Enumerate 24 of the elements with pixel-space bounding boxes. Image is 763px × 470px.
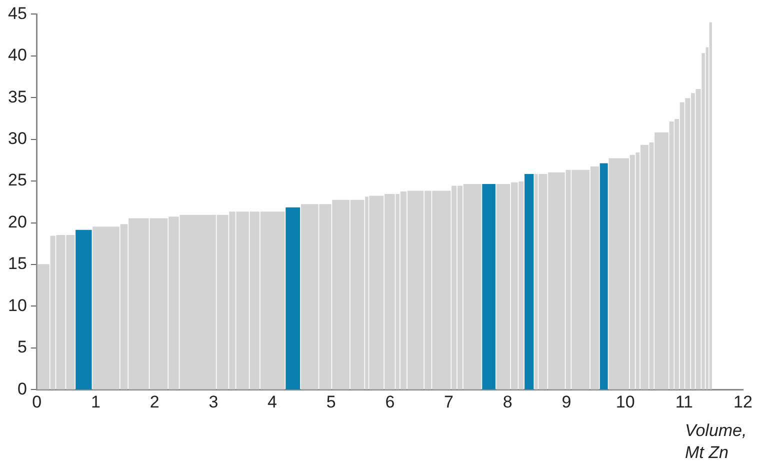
y-tick-label: 45: [8, 4, 27, 23]
x-tick-label: 9: [562, 392, 572, 412]
y-tick-label: 0: [17, 379, 27, 398]
x-tick-label: 4: [268, 392, 278, 412]
y-tick-label: 25: [8, 170, 27, 190]
x-tick-label: 7: [444, 392, 454, 412]
y-tick-label: 35: [8, 87, 27, 106]
x-tick-label: 0: [32, 392, 42, 412]
y-tick-label: 30: [8, 129, 27, 148]
y-tick-label: 10: [8, 296, 27, 315]
x-tick-label: 10: [616, 392, 635, 412]
x-tick-label: 6: [385, 392, 395, 412]
x-tick-label: 8: [502, 392, 512, 412]
x-tick-label: 5: [326, 392, 336, 412]
x-axis-title: Volume, Mt Zn: [685, 420, 748, 464]
y-tick-label: 40: [8, 46, 27, 65]
y-tick-label: 15: [8, 254, 27, 274]
x-tick-label: 12: [734, 392, 752, 412]
x-tick-label: 11: [675, 392, 693, 412]
x-tick-label: 1: [91, 392, 100, 412]
x-tick-label: 2: [150, 392, 160, 412]
x-tick-label: 3: [208, 392, 218, 412]
y-tick-label: 20: [8, 212, 27, 232]
y-tick-label: 5: [17, 338, 27, 357]
